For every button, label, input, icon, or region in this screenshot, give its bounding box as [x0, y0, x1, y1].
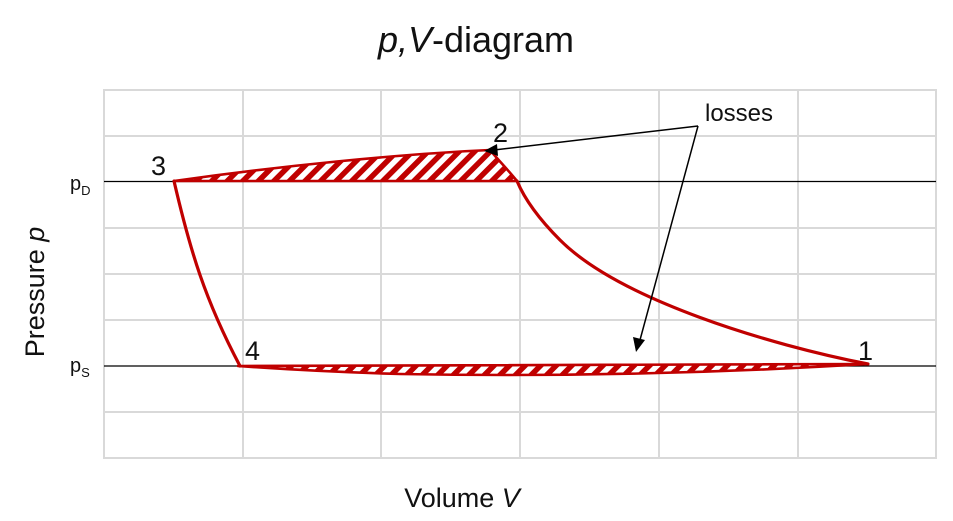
grid	[104, 90, 936, 458]
suction-loss-area	[236, 362, 870, 377]
losses-arrow-lower	[639, 125, 699, 341]
discharge-loss-area	[172, 148, 519, 183]
point-label-2: 2	[493, 118, 508, 148]
point-label-1: 1	[858, 336, 873, 366]
losses-arrowhead-upper	[484, 144, 498, 156]
losses-arrowhead-lower	[633, 337, 645, 352]
y-axis-label: Pressure p	[20, 227, 50, 358]
point-label-4: 4	[245, 336, 260, 366]
diagram-title: p,V-diagram	[377, 19, 574, 60]
expansion-curve	[172, 179, 242, 368]
losses-arrow-upper	[493, 125, 699, 151]
plot-frame	[103, 89, 937, 459]
losses-label: losses	[705, 100, 773, 127]
level-label-ps: pS	[70, 355, 90, 380]
level-label-pd: pD	[70, 173, 91, 198]
compression-curve	[515, 179, 870, 366]
point-label-3: 3	[151, 151, 166, 181]
x-axis-label: Volume V	[404, 483, 523, 513]
